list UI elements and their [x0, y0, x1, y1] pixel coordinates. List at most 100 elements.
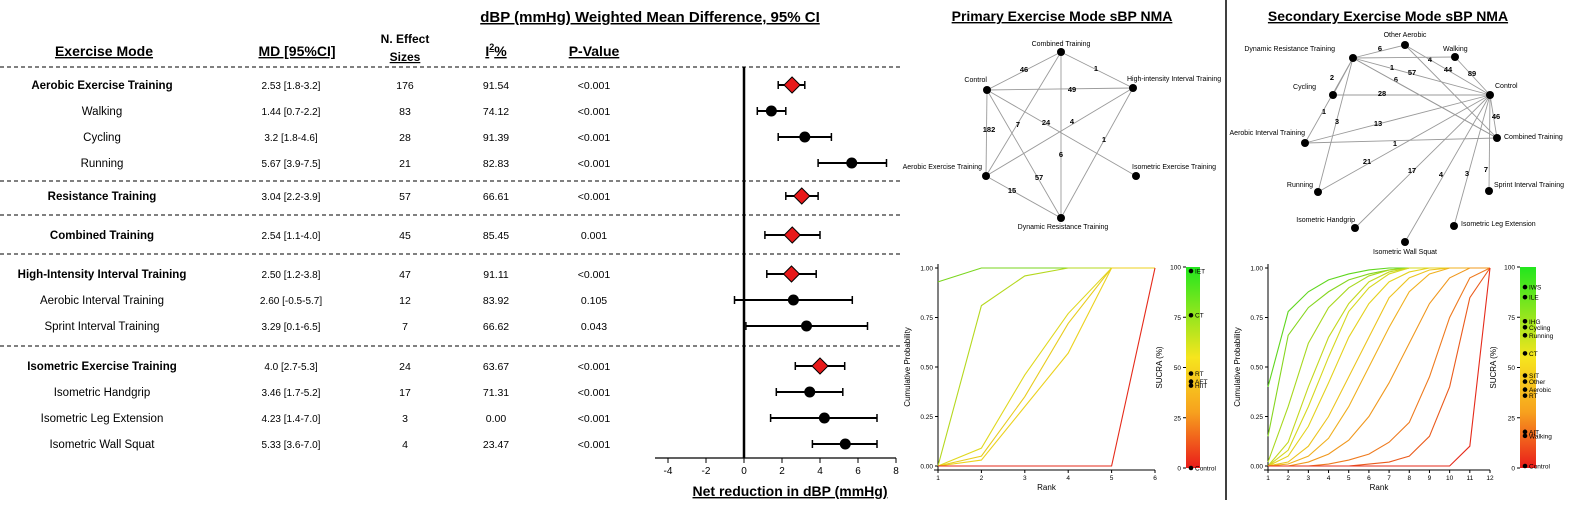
row-n: 3 [402, 413, 408, 425]
y-tick-label: 1.00 [1250, 266, 1263, 273]
sucra-point-label: HIIT [1195, 383, 1207, 390]
y-tick-label: 0.25 [920, 414, 933, 421]
network-node-control [983, 86, 991, 94]
network-node-ait [1301, 139, 1309, 147]
row-p: <0.001 [578, 106, 611, 118]
x-tick-label: 1 [1266, 475, 1270, 482]
network-edge-11 [1304, 137, 1498, 144]
sucra-point-10 [1522, 429, 1528, 435]
edge-weight: 1 [1322, 107, 1326, 116]
row-n: 24 [399, 361, 411, 373]
node-label: Walking [1443, 46, 1468, 53]
network-edge-1 [1060, 51, 1134, 89]
bar-y-tick-label: 25 [1174, 415, 1182, 422]
point-estimate-circle-3 [846, 157, 858, 169]
network-edge-10 [1304, 94, 1491, 144]
network-node-ct [1493, 134, 1501, 142]
sucra-point-label: IHG [1529, 319, 1541, 326]
point-estimate-circle-2 [799, 131, 811, 143]
node-label: High-intensity Interval Training [1127, 76, 1221, 83]
network-edge-9 [985, 175, 1062, 219]
point-estimate-circle-12 [839, 438, 851, 450]
sucra-color-bar [1520, 267, 1536, 468]
header-i2: I2% [485, 42, 507, 59]
edge-weight: 3 [1465, 169, 1469, 178]
node-label: Isometric Wall Squat [1373, 249, 1437, 256]
edge-weight: 6 [1059, 150, 1063, 159]
row-n: 57 [399, 191, 411, 203]
series-line-3 [937, 267, 1155, 467]
header-n1: N. Effect [381, 32, 430, 46]
network-edge-18 [1453, 94, 1491, 227]
x-tick-label: 1 [936, 475, 940, 482]
row-n: 47 [399, 269, 411, 281]
sucra-point-11 [1522, 433, 1528, 439]
row-name: Isometric Handgrip [54, 387, 151, 399]
row-p: <0.001 [578, 413, 611, 425]
network-edge-6 [985, 51, 1062, 177]
y-tick-label: 0.25 [1250, 414, 1263, 421]
sucra-point-6 [1522, 373, 1528, 378]
network-edge-8 [1304, 57, 1354, 144]
sucra-point-3 [1522, 325, 1528, 330]
header-p-value: P-Value [569, 43, 620, 59]
edge-weight: 3 [1335, 117, 1339, 126]
edge-weight: 4 [1428, 55, 1433, 64]
row-i2: 23.47 [483, 439, 509, 451]
row-n: 7 [402, 321, 408, 333]
network-node-hiit [1129, 84, 1137, 92]
row-n: 45 [399, 230, 411, 242]
bar-y-tick-label: 50 [1174, 365, 1182, 372]
edge-weight: 1 [1390, 63, 1394, 72]
node-label: Combined Training [1504, 134, 1563, 141]
edge-weight: 4 [1070, 117, 1075, 126]
forest-xlabel: Net reduction in dBP (mmHg) [693, 483, 888, 499]
network-edge-16 [1354, 94, 1491, 229]
row-md: 2.53 [1.8-3.2] [262, 81, 321, 92]
x-tick-label: -4 [664, 466, 673, 477]
row-i2: 91.54 [483, 80, 509, 92]
network-node-drt [1349, 54, 1357, 62]
point-estimate-diamond-5 [783, 226, 801, 244]
network-edge-4 [1404, 44, 1498, 139]
network-node-other [1401, 41, 1409, 49]
row-md: 5.33 [3.6-7.0] [262, 440, 321, 451]
row-md: 2.54 [1.1-4.0] [262, 231, 321, 242]
x-tick-label: 3 [1023, 475, 1027, 482]
network-edge-13 [1489, 94, 1498, 139]
y-tick-label: 0.00 [920, 464, 933, 471]
sucra-point-label: AET [1195, 379, 1208, 386]
row-md: 4.0 [2.7-5.3] [264, 362, 318, 373]
row-n: 21 [399, 158, 411, 170]
row-i2: 71.31 [483, 387, 509, 399]
sucra-point-label: CT [1529, 351, 1538, 358]
y-tick-label: 1.00 [920, 266, 933, 273]
network-node-ihg [1351, 224, 1359, 232]
x-tick-label: 6 [855, 466, 861, 477]
y-axis-label: Cumulative Probability [903, 327, 912, 407]
point-estimate-circle-7 [787, 294, 799, 306]
series-line-0 [937, 267, 1155, 283]
point-estimate-circle-1 [765, 105, 777, 117]
header-md: MD [95%CI] [258, 43, 335, 59]
x-tick-label: -2 [702, 466, 711, 477]
row-p: 0.001 [581, 230, 607, 242]
bar-y-tick-label: 100 [1504, 265, 1515, 272]
row-p: 0.043 [581, 321, 607, 333]
x-tick-label: 2 [1286, 475, 1290, 482]
network-edge-3 [985, 89, 988, 177]
sucra-point-label: Walking [1529, 433, 1552, 440]
y-tick-label: 0.75 [920, 315, 933, 322]
node-label: Isometric Exercise Training [1132, 164, 1216, 171]
row-name: Isometric Exercise Training [27, 361, 177, 373]
row-p: <0.001 [578, 132, 611, 144]
network-node-cyc [1329, 91, 1337, 99]
series-line-11 [1268, 267, 1491, 467]
sucra-point-1 [1522, 294, 1528, 300]
y-tick-label: 0.75 [1250, 315, 1263, 322]
row-name: Aerobic Exercise Training [31, 80, 172, 92]
row-i2: 74.12 [483, 106, 509, 118]
row-name: Sprint Interval Training [44, 321, 159, 333]
sucra-point-7 [1522, 379, 1528, 384]
sucra-point-label: Control [1529, 463, 1551, 470]
